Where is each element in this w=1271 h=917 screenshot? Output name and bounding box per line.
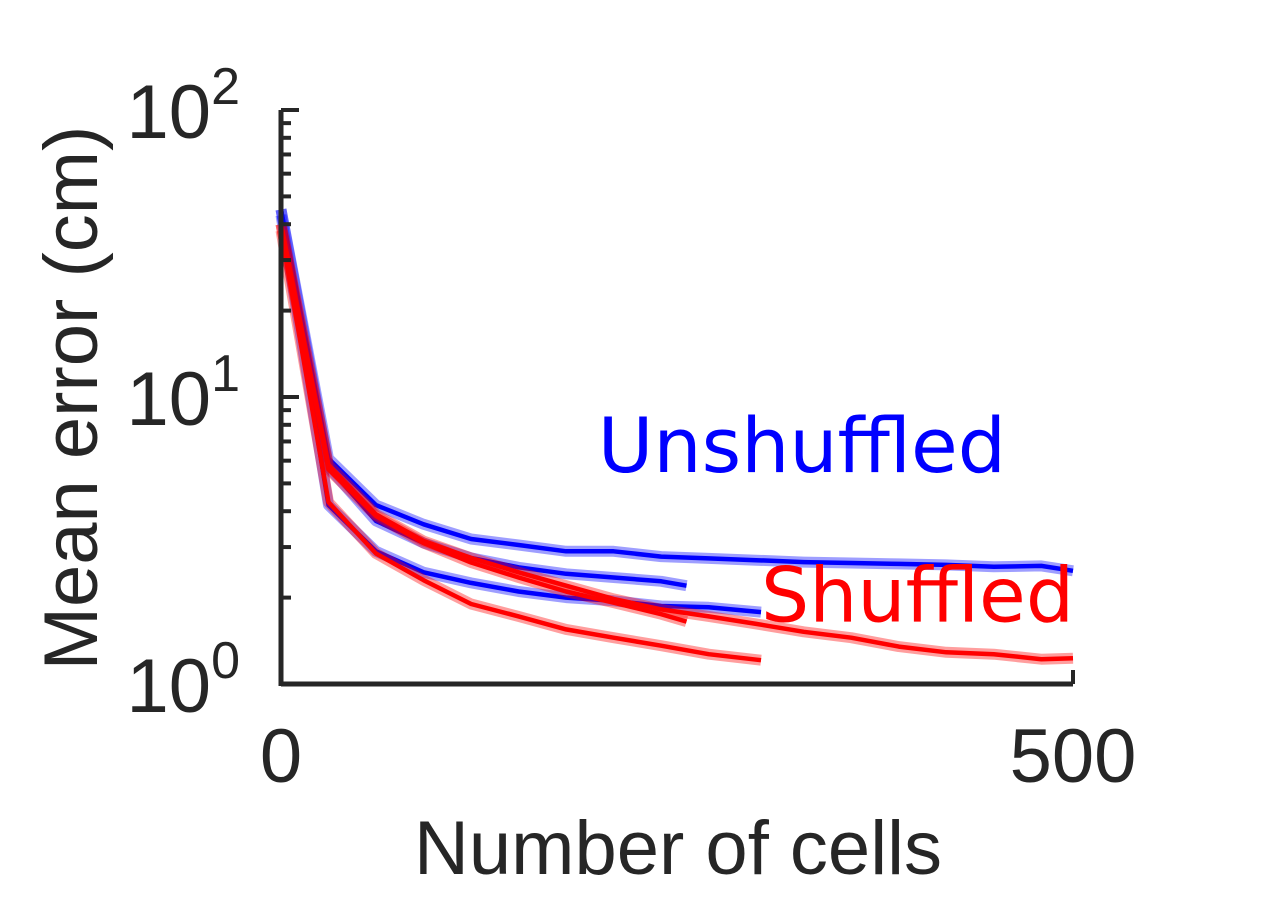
series-shuffled-5	[275, 229, 762, 666]
y-tick-label: 100	[127, 632, 240, 729]
y-tick-label-exponent: 0	[211, 632, 240, 690]
y-axis-title: Mean error (cm)	[29, 126, 114, 671]
series-shuffled-4	[275, 223, 689, 627]
series-line	[278, 209, 1074, 574]
y-tick-label: 102	[127, 58, 240, 155]
y-tick-label-exponent: 2	[211, 58, 240, 116]
y-tick-label: 101	[127, 345, 240, 442]
series-unshuffled-0	[275, 208, 1074, 577]
x-tick-label: 500	[1010, 714, 1137, 799]
x-axis-title: Number of cells	[414, 806, 942, 891]
series-layer	[275, 208, 1074, 666]
series-line	[278, 209, 687, 588]
unshuffled-annotation: Unshuffled	[598, 401, 1006, 490]
shuffled-annotation: Shuffled	[761, 551, 1074, 640]
series-unshuffled-1	[275, 208, 688, 592]
series-line	[278, 223, 688, 624]
y-tick-label-exponent: 1	[211, 345, 240, 403]
y-tick-label-base: 10	[127, 357, 212, 442]
series-band	[275, 208, 688, 592]
y-tick-label-base: 10	[127, 70, 212, 155]
y-tick-label-base: 10	[127, 644, 212, 729]
series-line	[278, 230, 762, 663]
x-tick-label: 0	[260, 714, 302, 799]
